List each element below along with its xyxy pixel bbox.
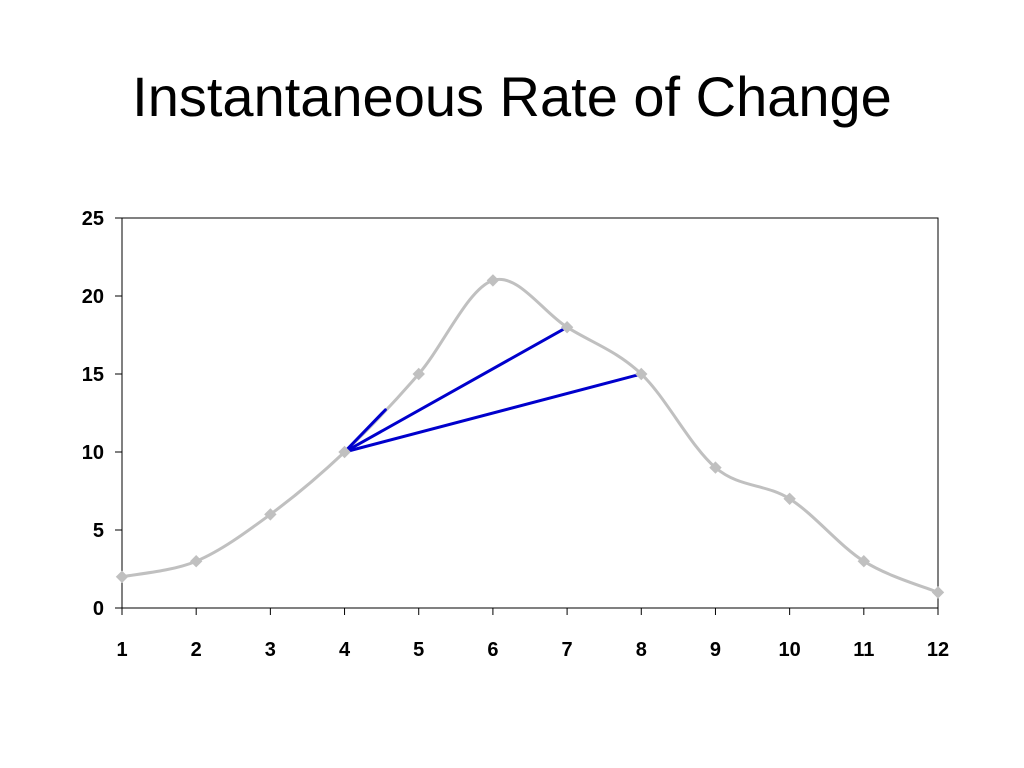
x-tick-label: 2 bbox=[191, 639, 202, 661]
data-point-marker bbox=[115, 570, 129, 584]
y-tick-label: 5 bbox=[93, 520, 104, 542]
data-point-marker bbox=[857, 554, 871, 568]
x-tick-label: 8 bbox=[636, 639, 647, 661]
x-tick-label: 7 bbox=[562, 639, 573, 661]
data-point-marker bbox=[264, 508, 277, 521]
data-point-marker bbox=[412, 367, 425, 381]
secant-line-4-8 bbox=[343, 372, 643, 454]
y-tick-label: 25 bbox=[82, 208, 104, 230]
x-tick-label: 5 bbox=[413, 639, 424, 661]
x-tick-label: 1 bbox=[116, 639, 127, 661]
x-tick-label: 11 bbox=[853, 639, 874, 661]
x-tick-label: 3 bbox=[265, 639, 276, 661]
data-point-marker bbox=[486, 274, 500, 287]
x-tick-label: 12 bbox=[927, 639, 949, 661]
tangent-line bbox=[343, 408, 387, 454]
x-tick-label: 4 bbox=[339, 639, 351, 661]
data-point-marker bbox=[709, 461, 722, 474]
data-point-marker bbox=[560, 320, 574, 334]
secant-line-4-7 bbox=[343, 325, 569, 454]
y-tick-label: 20 bbox=[82, 286, 104, 308]
x-tick-label: 10 bbox=[779, 639, 801, 661]
data-point-marker bbox=[338, 445, 351, 459]
y-tick-label: 10 bbox=[82, 442, 104, 464]
x-tick-label: 6 bbox=[487, 639, 498, 661]
slide-title: Instantaneous Rate of Change bbox=[132, 65, 892, 128]
x-tick-label: 9 bbox=[710, 639, 721, 661]
data-point-marker bbox=[931, 586, 945, 599]
series-line bbox=[121, 277, 939, 594]
data-point-marker bbox=[189, 554, 203, 568]
data-point-marker bbox=[783, 492, 796, 506]
y-tick-label: 0 bbox=[93, 598, 104, 620]
plot-area-border bbox=[121, 217, 939, 609]
data-point-marker bbox=[635, 367, 648, 381]
y-tick-label: 15 bbox=[82, 364, 104, 386]
